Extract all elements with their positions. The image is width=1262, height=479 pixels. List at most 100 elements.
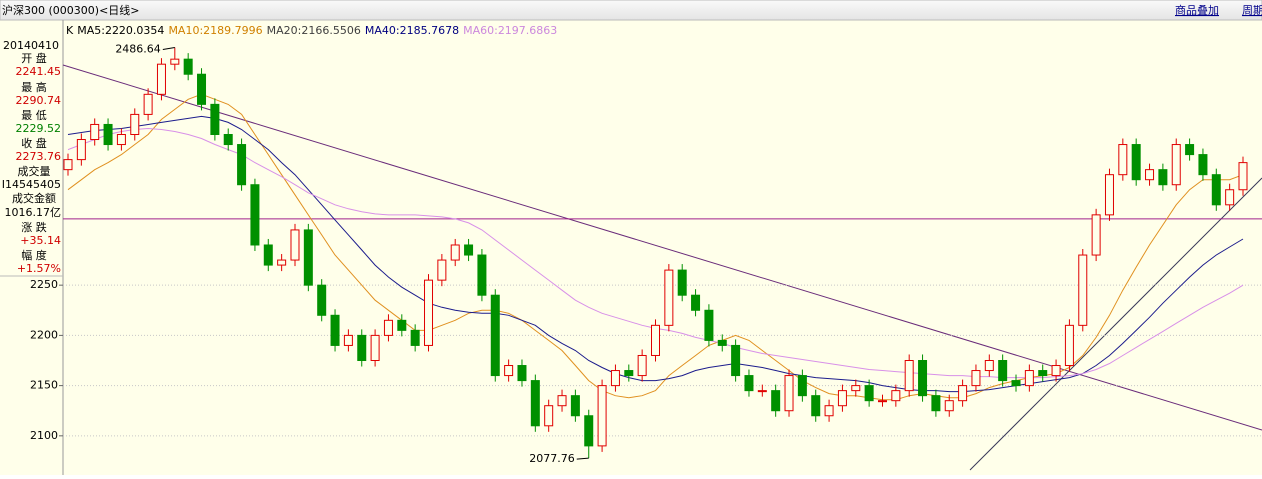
candle-body	[757, 390, 767, 393]
indicator-label: MA40:2185.7678	[365, 24, 459, 37]
info-label: 开 盘	[21, 51, 47, 65]
candle-body	[1051, 365, 1061, 377]
candle-body	[450, 244, 460, 261]
chart-title: 沪深300 (000300)<日线>	[2, 3, 140, 17]
toolbar	[0, 0, 1262, 21]
candle-body	[330, 314, 340, 346]
trend-line	[969, 177, 1262, 471]
info-value: 2290.74	[16, 94, 62, 107]
candle-body	[490, 294, 500, 377]
candle-body	[891, 390, 901, 402]
candle-body	[717, 339, 727, 346]
candle-body	[918, 360, 928, 397]
candle-body	[1091, 214, 1101, 256]
indicator-label: MA20:2166.5506	[267, 24, 361, 37]
candle-body	[170, 58, 180, 65]
candle-body	[851, 385, 861, 392]
candle-body	[116, 133, 126, 146]
candle-body	[290, 229, 300, 261]
candle-body	[357, 334, 367, 362]
candle-body	[904, 360, 914, 392]
info-value: 2229.52	[16, 122, 62, 135]
candle-body	[410, 329, 420, 346]
candle-body	[1011, 380, 1021, 387]
candle-body	[651, 324, 660, 356]
candle-body	[1024, 370, 1034, 387]
trend-line	[62, 64, 1262, 431]
info-label: 收 盘	[21, 136, 47, 150]
y-tick-label: 2150	[30, 379, 58, 392]
candle-body	[517, 365, 527, 382]
candle-body	[958, 385, 968, 402]
indicator-label: MA5:2220.0354	[77, 24, 164, 37]
info-value: I14545405	[2, 178, 61, 191]
candle-body	[664, 269, 674, 326]
candle-body	[837, 390, 847, 407]
candle-body	[250, 184, 260, 246]
info-value: 2241.45	[16, 65, 62, 78]
candle-body	[584, 415, 594, 447]
candle-body	[931, 395, 941, 412]
candle-body	[811, 395, 821, 417]
candle-body	[744, 375, 754, 392]
candle-body	[1158, 169, 1168, 186]
candle-body	[237, 144, 247, 186]
candle-body	[624, 370, 634, 377]
candle-body	[63, 159, 73, 171]
candle-body	[1104, 174, 1114, 216]
candle-body	[504, 365, 514, 377]
candle-body	[610, 370, 620, 387]
candle-body	[464, 244, 474, 256]
candle-body	[90, 123, 100, 141]
candle-body	[303, 229, 313, 286]
candle-body	[1211, 174, 1221, 206]
candle-body	[984, 360, 994, 372]
candle-body	[223, 133, 233, 146]
candle-body	[76, 139, 86, 161]
candle-body	[998, 360, 1008, 382]
candle-body	[1198, 154, 1208, 176]
candle-body	[183, 58, 193, 75]
candle-body	[277, 259, 287, 266]
candle-body	[437, 259, 447, 281]
info-label: 幅 度	[21, 248, 47, 262]
candle-body	[1145, 169, 1155, 181]
indicator-label: MA10:2189.7996	[168, 24, 262, 37]
annotation-leader	[162, 46, 175, 50]
candle-body	[1064, 324, 1074, 367]
candle-body	[544, 405, 554, 427]
candle-body	[197, 73, 207, 105]
annotation-leader	[576, 457, 589, 460]
candle-body	[370, 334, 380, 362]
candle-body	[156, 63, 166, 95]
y-tick-label: 2250	[30, 278, 58, 291]
candle-body	[103, 123, 113, 146]
annotation: 2486.64	[115, 42, 161, 55]
info-label: 成交量	[18, 164, 51, 178]
candle-body	[343, 334, 353, 346]
candle-body	[797, 375, 807, 397]
candle-body	[1078, 254, 1088, 326]
candle-body	[210, 103, 220, 135]
candle-body	[570, 395, 580, 417]
candle-body	[130, 113, 140, 135]
candle-body	[477, 254, 487, 296]
candle-body	[944, 400, 954, 412]
candle-body	[877, 400, 887, 403]
candle-body	[1118, 144, 1128, 176]
candle-body	[771, 390, 781, 412]
annotation: 2077.76	[529, 452, 575, 465]
candle-body	[263, 244, 273, 266]
info-value: +1.57%	[17, 262, 61, 275]
info-label: 最 低	[21, 109, 47, 122]
candle-body	[1225, 189, 1235, 206]
info-label: 涨 跌	[21, 220, 47, 234]
period-link[interactable]: 周期	[1242, 4, 1262, 17]
indicator-label: K	[66, 24, 74, 37]
candle-body	[557, 395, 567, 407]
candle-body	[1131, 144, 1141, 181]
candle-body	[864, 385, 874, 402]
overlay-link[interactable]: 商品叠加	[1175, 3, 1219, 17]
candle-body	[143, 93, 153, 115]
